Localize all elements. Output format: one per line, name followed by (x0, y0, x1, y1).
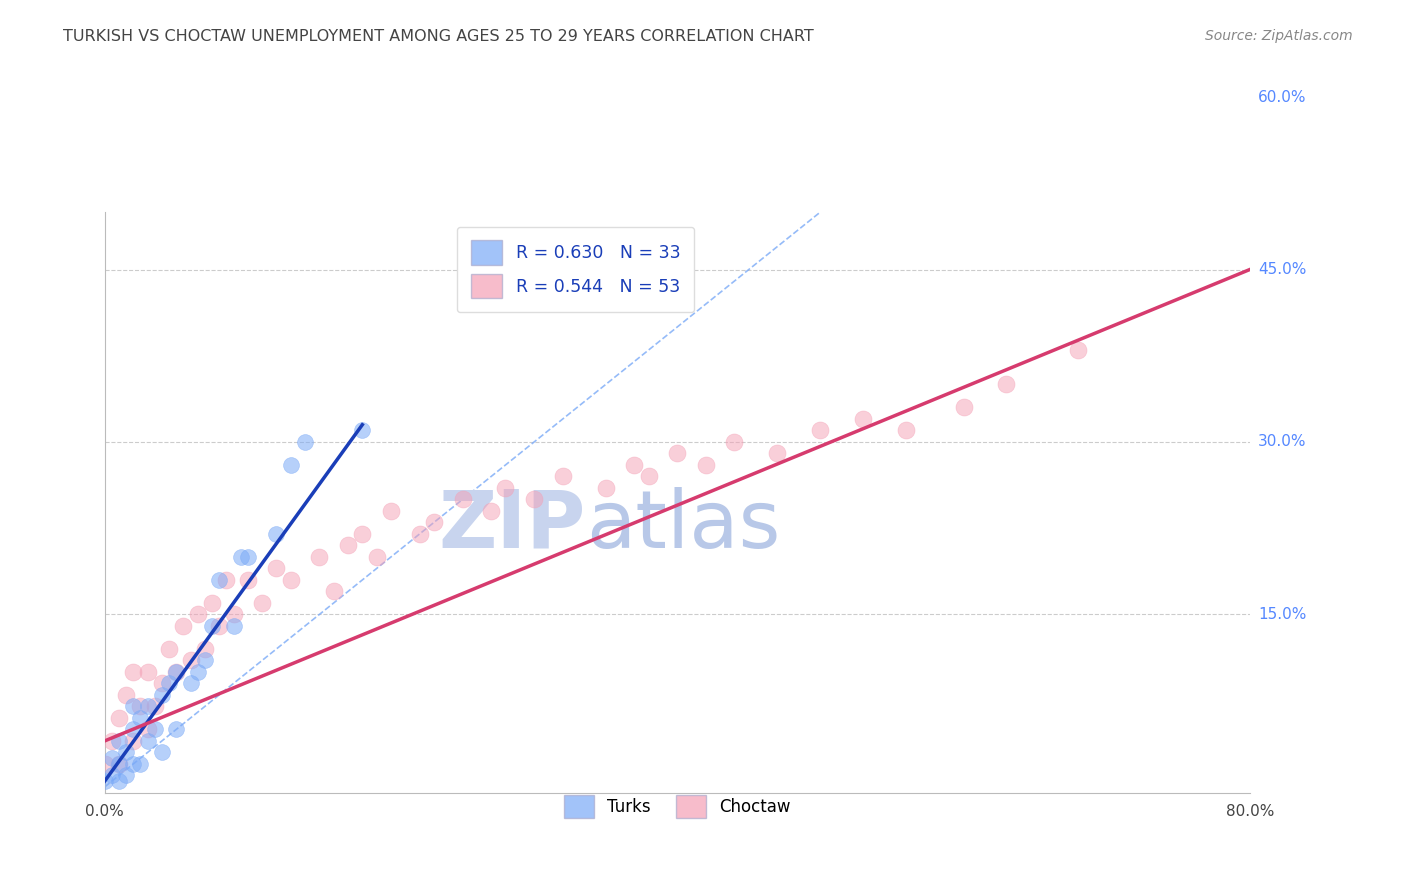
Text: Source: ZipAtlas.com: Source: ZipAtlas.com (1205, 29, 1353, 43)
Point (637, 469, 659, 483)
Point (380, 504, 402, 518)
Point (208, 573, 231, 587)
Point (129, 699, 152, 714)
Point (143, 723, 166, 737)
Point (280, 573, 302, 587)
Point (408, 527, 430, 541)
Point (122, 734, 145, 748)
Point (150, 688, 173, 702)
Point (366, 549, 388, 564)
Point (122, 723, 145, 737)
Point (180, 653, 202, 667)
Point (337, 538, 360, 552)
Point (723, 434, 745, 449)
Point (695, 458, 717, 472)
Point (165, 665, 187, 679)
Point (1067, 343, 1090, 357)
Point (808, 424, 831, 438)
Point (266, 561, 288, 575)
Point (352, 527, 374, 541)
Point (201, 619, 224, 633)
Point (165, 723, 187, 737)
Text: atlas: atlas (586, 486, 780, 565)
Point (294, 434, 316, 449)
Point (101, 768, 124, 782)
Point (229, 549, 252, 564)
Point (352, 424, 374, 438)
Text: TURKISH VS CHOCTAW UNEMPLOYMENT AMONG AGES 25 TO 29 YEARS CORRELATION CHART: TURKISH VS CHOCTAW UNEMPLOYMENT AMONG AG… (63, 29, 814, 44)
Point (208, 619, 231, 633)
Point (136, 734, 159, 748)
Text: 45.0%: 45.0% (1258, 262, 1306, 277)
Point (150, 676, 173, 690)
Point (623, 458, 645, 472)
Point (122, 756, 145, 771)
Point (150, 746, 173, 760)
Text: 60.0%: 60.0% (1258, 89, 1306, 104)
Point (766, 446, 789, 460)
Point (187, 665, 209, 679)
Point (322, 584, 344, 599)
Point (101, 734, 124, 748)
Point (136, 723, 159, 737)
Point (129, 756, 152, 771)
Point (852, 412, 875, 426)
Text: ZIP: ZIP (439, 486, 586, 565)
Point (108, 774, 131, 789)
Point (451, 492, 474, 507)
Point (201, 596, 224, 610)
Point (595, 481, 617, 495)
Point (952, 401, 974, 415)
Legend: Turks, Choctaw: Turks, Choctaw (557, 788, 797, 825)
Point (93, 774, 115, 789)
Point (165, 665, 187, 679)
Text: 30.0%: 30.0% (1258, 434, 1306, 450)
Point (479, 504, 502, 518)
Point (108, 756, 131, 771)
Point (523, 492, 546, 507)
Point (115, 768, 138, 782)
Point (236, 573, 259, 587)
Point (136, 665, 159, 679)
Point (215, 573, 238, 587)
Point (666, 446, 689, 460)
Point (101, 751, 124, 765)
Point (308, 549, 330, 564)
Point (250, 596, 273, 610)
Point (222, 607, 245, 622)
Point (93, 756, 115, 771)
Point (122, 665, 145, 679)
Point (995, 377, 1018, 392)
Point (172, 619, 194, 633)
Point (157, 642, 180, 657)
Point (122, 699, 145, 714)
Point (266, 527, 288, 541)
Point (551, 469, 574, 483)
Point (115, 746, 138, 760)
Point (236, 549, 259, 564)
Point (222, 619, 245, 633)
Point (129, 711, 152, 725)
Point (280, 458, 302, 472)
Point (115, 688, 138, 702)
Point (187, 607, 209, 622)
Point (1167, 113, 1189, 128)
Point (157, 676, 180, 690)
Text: 15.0%: 15.0% (1258, 607, 1306, 622)
Point (180, 676, 202, 690)
Point (423, 516, 446, 530)
Point (108, 756, 131, 771)
Point (896, 424, 918, 438)
Point (143, 699, 166, 714)
Point (136, 699, 159, 714)
Point (495, 481, 517, 495)
Point (194, 653, 217, 667)
Point (108, 734, 131, 748)
Point (108, 711, 131, 725)
Point (194, 642, 217, 657)
